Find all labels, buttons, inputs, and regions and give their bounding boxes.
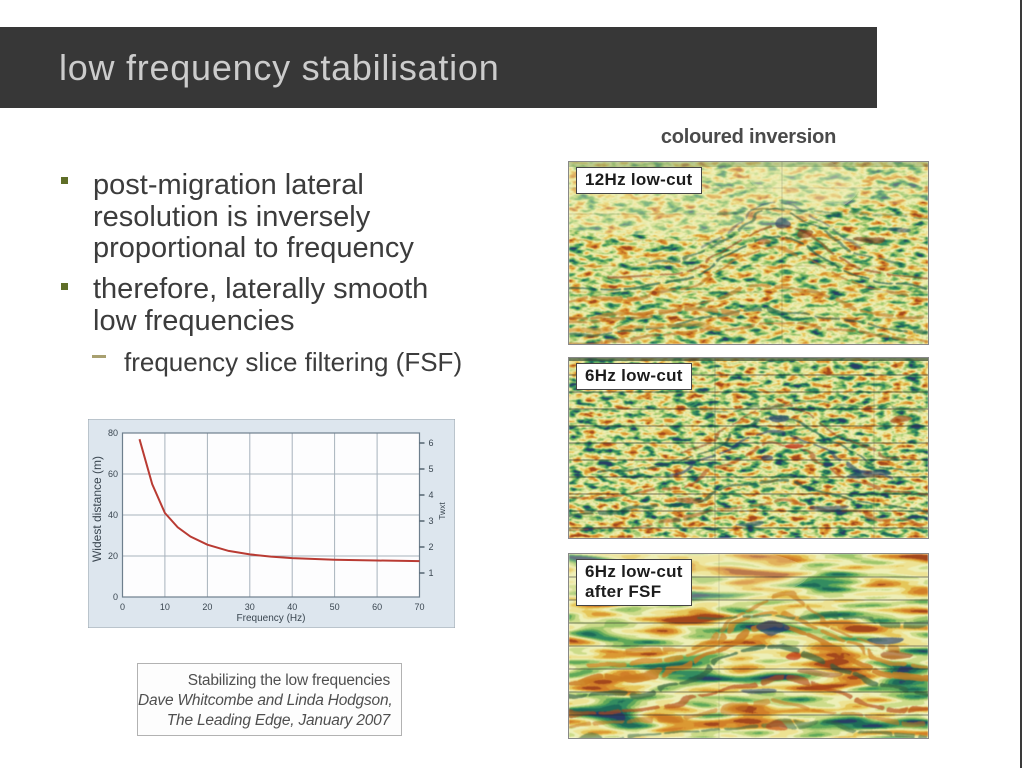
svg-text:0: 0 [113,592,118,602]
svg-text:60: 60 [372,602,382,612]
svg-text:10: 10 [160,602,170,612]
svg-text:40: 40 [108,510,118,520]
svg-text:3: 3 [429,516,434,526]
svg-text:Widest distance (m): Widest distance (m) [90,456,104,562]
svg-text:4: 4 [429,490,434,500]
svg-text:40: 40 [287,602,297,612]
svg-text:6: 6 [429,438,434,448]
svg-text:80: 80 [108,428,118,438]
svg-text:2: 2 [429,542,434,552]
svg-text:Frequency (Hz): Frequency (Hz) [237,613,306,624]
svg-text:30: 30 [245,602,255,612]
svg-text:60: 60 [108,469,118,479]
svg-text:70: 70 [414,602,424,612]
svg-text:1: 1 [429,568,434,578]
svg-text:20: 20 [202,602,212,612]
svg-text:20: 20 [108,551,118,561]
svg-text:0: 0 [120,602,125,612]
svg-text:50: 50 [330,602,340,612]
svg-text:Twxt: Twxt [437,502,447,520]
svg-text:5: 5 [429,464,434,474]
